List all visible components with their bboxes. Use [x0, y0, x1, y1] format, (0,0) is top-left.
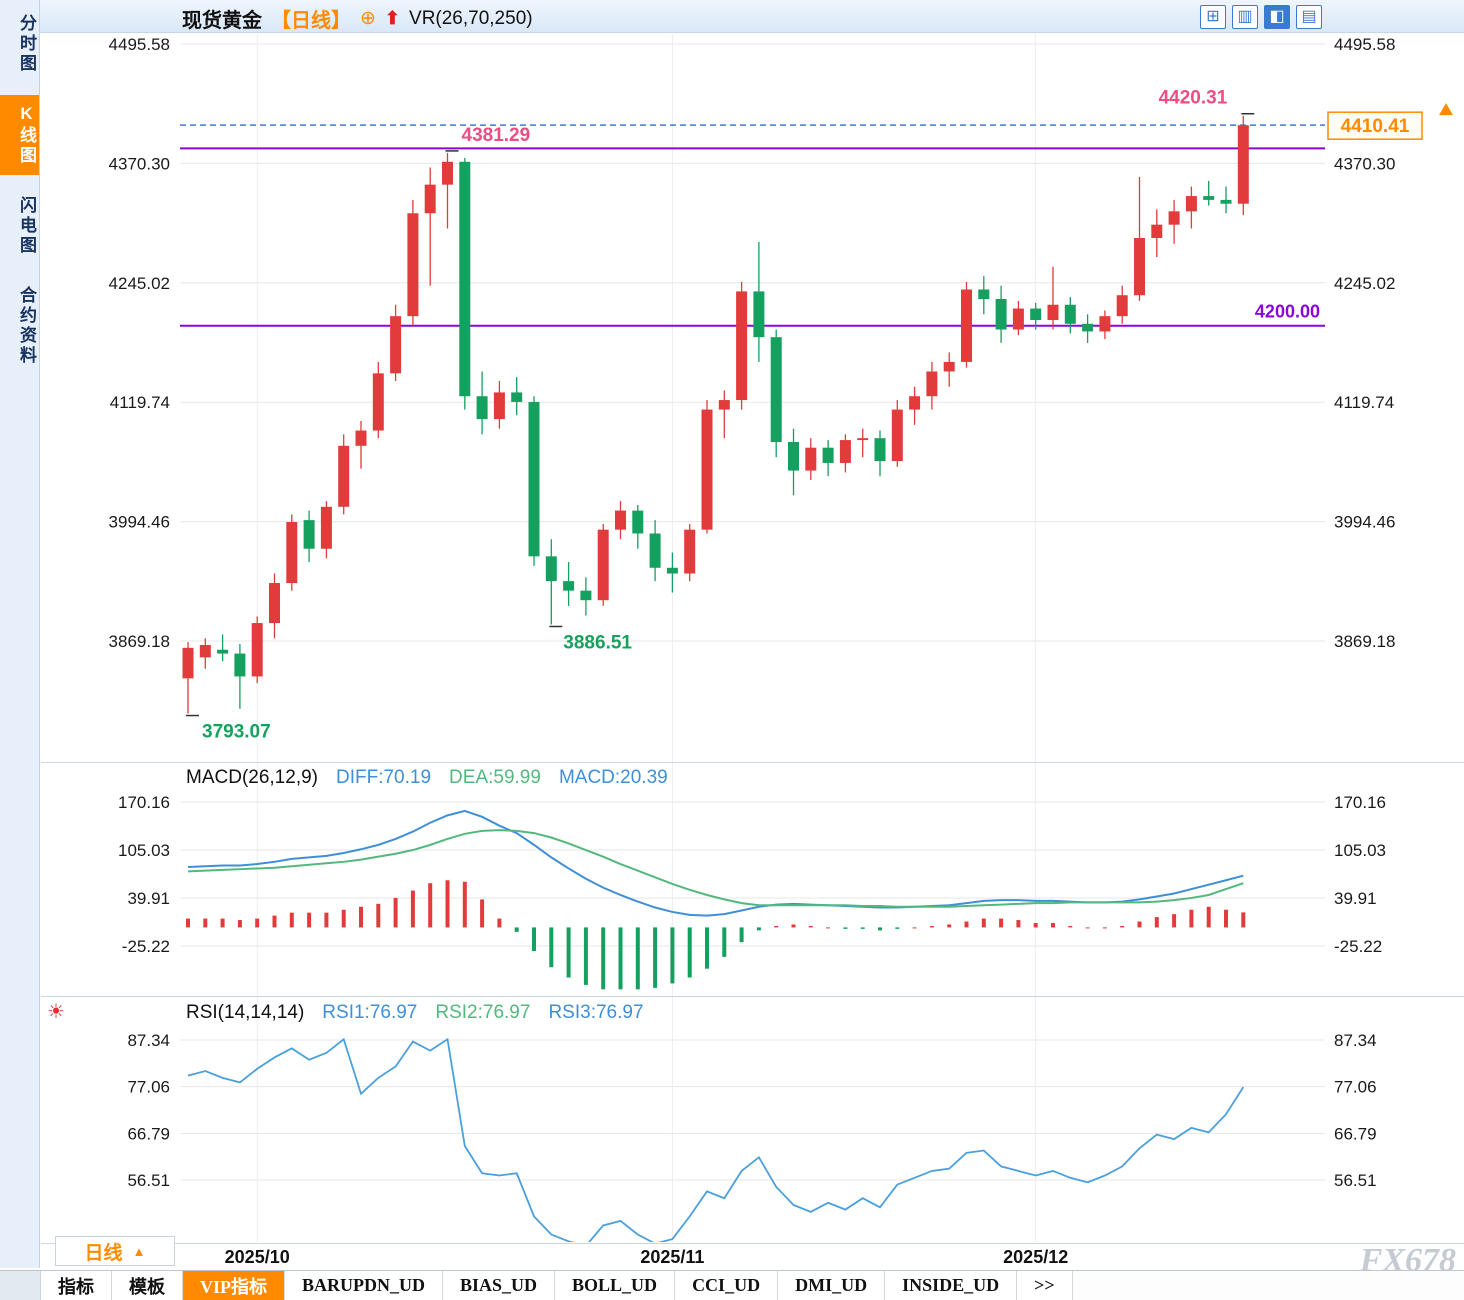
svg-text:4245.02: 4245.02	[1334, 274, 1395, 293]
svg-text:-25.22: -25.22	[122, 937, 170, 956]
svg-text:77.06: 77.06	[127, 1078, 170, 1097]
svg-text:39.91: 39.91	[1334, 889, 1377, 908]
sidebar-item-kline[interactable]: K线图	[0, 95, 39, 175]
svg-text:4495.58: 4495.58	[109, 35, 170, 54]
tab-indicators[interactable]: 指标	[41, 1271, 112, 1300]
svg-text:3994.46: 3994.46	[109, 513, 170, 532]
svg-text:3869.18: 3869.18	[1334, 632, 1395, 651]
macd-title[interactable]: MACD(26,12,9)	[186, 767, 318, 788]
layout-switcher: ⊞ ▥ ◧ ▤	[1200, 5, 1322, 29]
macd-header: MACD(26,12,9) DIFF:70.19 DEA:59.99 MACD:…	[186, 767, 668, 789]
svg-text:4200.00: 4200.00	[1255, 302, 1320, 322]
svg-text:77.06: 77.06	[1334, 1078, 1377, 1097]
bottom-bar-corner	[0, 1271, 41, 1300]
rsi2-value: RSI2:76.97	[435, 1002, 531, 1023]
svg-text:3869.18: 3869.18	[109, 632, 170, 651]
tab-cci-ud[interactable]: CCI_UD	[675, 1271, 779, 1300]
svg-text:4119.74: 4119.74	[110, 393, 170, 412]
svg-text:66.79: 66.79	[127, 1124, 170, 1143]
macd-diff-value: DIFF:70.19	[336, 767, 432, 788]
period-selector[interactable]: 日线 ▲	[55, 1236, 175, 1266]
svg-text:4119.74: 4119.74	[1334, 393, 1394, 412]
tab-vip-indicators[interactable]: VIP指标	[183, 1271, 285, 1300]
svg-text:56.51: 56.51	[127, 1171, 170, 1190]
svg-text:170.16: 170.16	[1334, 793, 1386, 812]
rsi1-value: RSI1:76.97	[322, 1002, 418, 1023]
svg-text:105.03: 105.03	[118, 841, 170, 860]
tab-templates[interactable]: 模板	[112, 1271, 183, 1300]
tab-boll-ud[interactable]: BOLL_UD	[555, 1271, 676, 1300]
svg-text:56.51: 56.51	[1334, 1171, 1377, 1190]
svg-text:4370.30: 4370.30	[1334, 154, 1395, 173]
macd-dea-value: DEA:59.99	[449, 767, 541, 788]
tab-barupdn-ud[interactable]: BARUPDN_UD	[285, 1271, 443, 1300]
tab-bias-ud[interactable]: BIAS_UD	[443, 1271, 556, 1300]
symbol-name: 现货黄金	[182, 10, 262, 32]
svg-text:3886.51: 3886.51	[563, 632, 632, 653]
tab-more[interactable]: >>	[1017, 1271, 1073, 1300]
tab-dmi-ud[interactable]: DMI_UD	[778, 1271, 886, 1300]
svg-text:2025/10: 2025/10	[225, 1247, 290, 1267]
svg-text:4245.02: 4245.02	[109, 274, 170, 293]
svg-text:170.16: 170.16	[118, 793, 170, 812]
sidebar-item-timeline[interactable]: 分时图	[17, 14, 36, 74]
rsi-header: RSI(14,14,14) RSI1:76.97 RSI2:76.97 RSI3…	[186, 1002, 644, 1024]
macd-macd-value: MACD:20.39	[558, 767, 668, 788]
svg-text:66.79: 66.79	[1334, 1124, 1377, 1143]
svg-text:87.34: 87.34	[127, 1031, 170, 1050]
svg-text:105.03: 105.03	[1334, 841, 1386, 860]
layout-left-icon[interactable]: ◧	[1264, 5, 1290, 29]
indicator-settings-icon[interactable]: ☀	[47, 1001, 65, 1023]
svg-text:4420.31: 4420.31	[1159, 88, 1228, 109]
rsi-title[interactable]: RSI(14,14,14)	[186, 1002, 305, 1023]
svg-text:3994.46: 3994.46	[1334, 513, 1395, 532]
sidebar-item-contract-info[interactable]: 合约资料	[17, 286, 36, 366]
svg-text:4370.30: 4370.30	[109, 154, 170, 173]
bottom-tab-bar: 指标 模板 VIP指标 BARUPDN_UD BIAS_UD BOLL_UD C…	[0, 1270, 1464, 1300]
tab-inside-ud[interactable]: INSIDE_UD	[885, 1271, 1018, 1300]
svg-text:87.34: 87.34	[1334, 1031, 1377, 1050]
svg-text:39.91: 39.91	[127, 889, 170, 908]
svg-text:2025/11: 2025/11	[640, 1247, 704, 1267]
add-indicator-icon[interactable]: ⊕	[360, 8, 376, 29]
period-selector-label: 日线	[84, 1242, 123, 1264]
period-tag: 【日线】	[271, 10, 351, 32]
triangle-up-icon: ▲	[132, 1243, 146, 1259]
left-sidebar: 分时图 K线图 闪电图 合约资料	[0, 0, 40, 1268]
svg-text:-25.22: -25.22	[1334, 937, 1382, 956]
trend-up-icon: ⬆	[384, 8, 401, 28]
layout-quad-icon[interactable]: ⊞	[1200, 5, 1226, 29]
rsi3-value: RSI3:76.97	[548, 1002, 644, 1023]
svg-text:4410.41: 4410.41	[1341, 116, 1410, 137]
svg-text:4381.29: 4381.29	[462, 125, 531, 146]
chart-title-bar: 现货黄金 【日线】 ⊕ ⬆ VR(26,70,250)	[182, 4, 533, 33]
sidebar-item-flash[interactable]: 闪电图	[17, 196, 36, 256]
layout-lines-icon[interactable]: ▤	[1296, 5, 1322, 29]
svg-text:2025/12: 2025/12	[1003, 1247, 1068, 1267]
layout-rows-icon[interactable]: ▥	[1232, 5, 1258, 29]
overlay-indicator-label[interactable]: VR(26,70,250)	[409, 7, 533, 29]
svg-text:3793.07: 3793.07	[202, 722, 271, 743]
svg-text:4495.58: 4495.58	[1334, 35, 1395, 54]
